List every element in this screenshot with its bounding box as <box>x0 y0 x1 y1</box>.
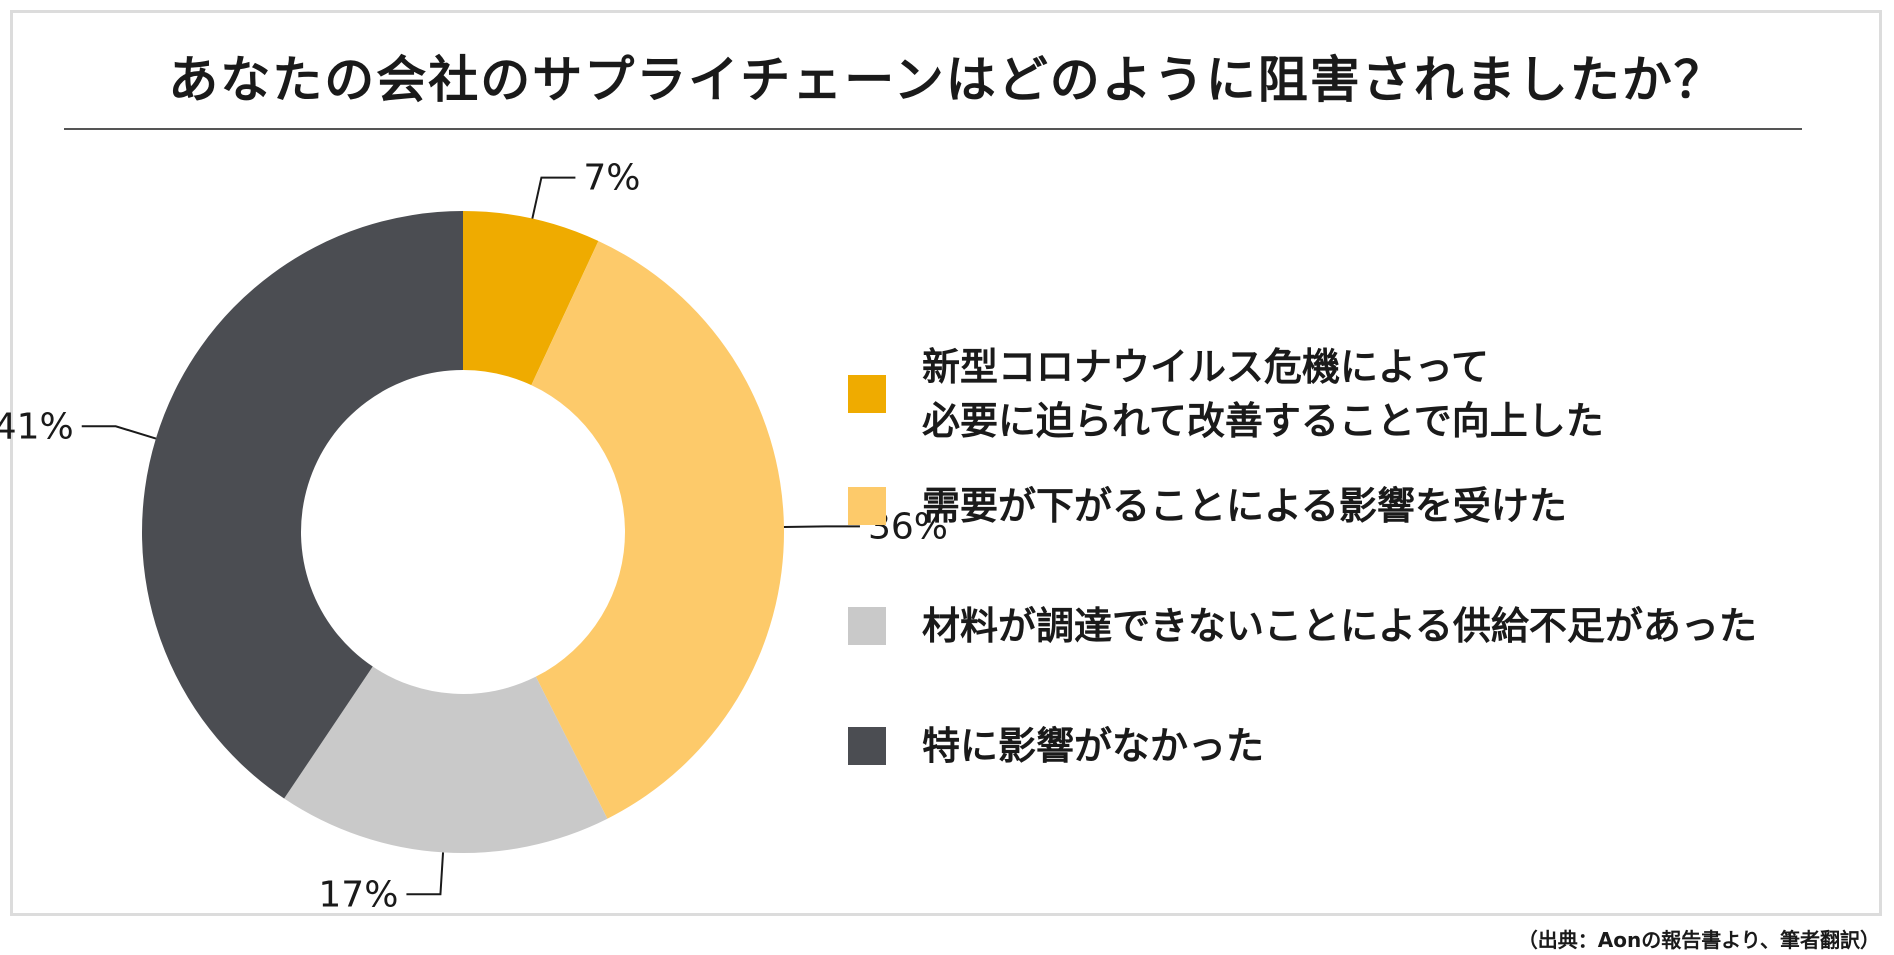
legend-swatch <box>848 727 886 765</box>
legend-label: 材料が調達できないことによる供給不足があった <box>922 604 1757 648</box>
slice-demand-drop <box>531 240 784 819</box>
legend-label: 新型コロナウイルス危機によって 必要に迫られて改善することで向上した <box>922 345 1604 443</box>
leader-line <box>81 425 157 440</box>
leader-line <box>406 852 445 896</box>
legend-swatch <box>848 375 886 413</box>
legend-item-no-impact: 特に影響がなかった <box>848 719 1264 773</box>
legend-swatch <box>848 487 886 525</box>
slice-value-label: 7% <box>583 158 640 199</box>
slice-supply-shortage <box>284 666 608 853</box>
legend-item-improved: 新型コロナウイルス危機によって 必要に迫られて改善することで向上した <box>848 340 1604 448</box>
slice-value-label: 41% <box>0 406 74 447</box>
leader-line <box>783 525 860 529</box>
legend-item-supply-shortage: 材料が調達できないことによる供給不足があった <box>848 599 1757 653</box>
legend-label: 需要が下がることによる影響を受けた <box>922 484 1567 528</box>
legend-label: 特に影響がなかった <box>922 724 1265 768</box>
slice-value-label: 17% <box>318 874 398 915</box>
slice-no-impact <box>141 210 464 799</box>
title-divider <box>64 128 1802 130</box>
legend-item-demand-drop: 需要が下がることによる影響を受けた <box>848 479 1567 533</box>
source-note: （出典：Aonの報告書より、筆者翻訳） <box>1517 928 1880 952</box>
leader-line <box>531 176 576 219</box>
slice-improved <box>463 211 599 386</box>
legend-swatch <box>848 607 886 645</box>
chart-title: あなたの会社のサプライチェーンはどのように阻害されましたか？ <box>168 51 1726 109</box>
